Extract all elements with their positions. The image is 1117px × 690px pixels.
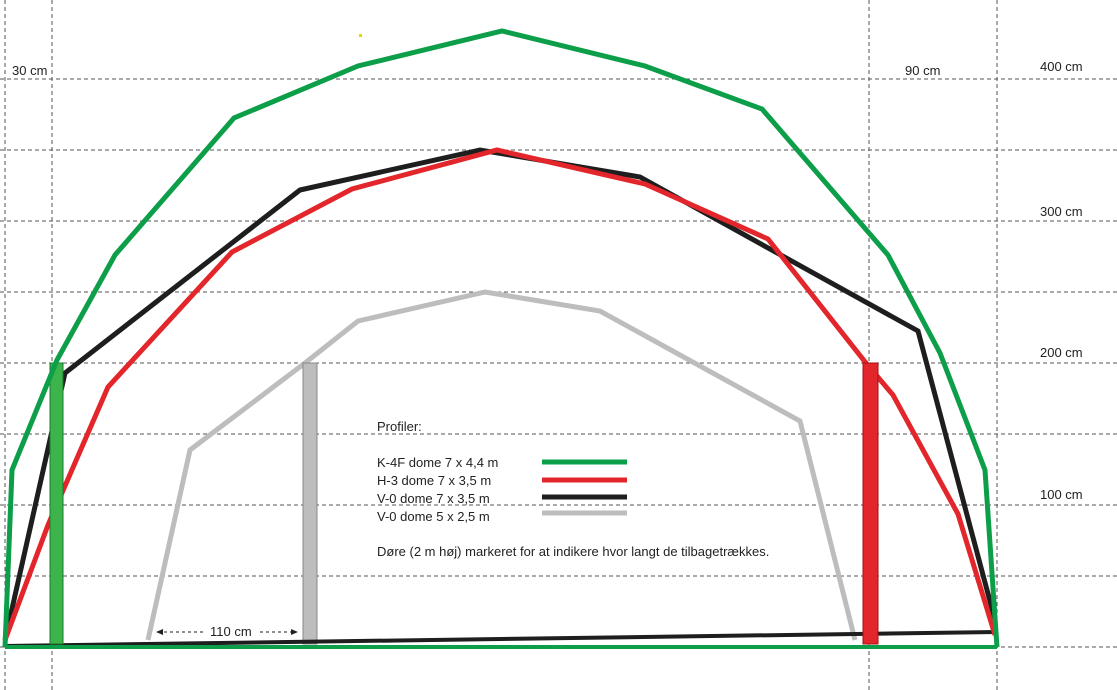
door xyxy=(302,362,318,645)
note: Døre (2 m høj) markeret for at indikere … xyxy=(377,544,769,559)
gap-label: 110 cm xyxy=(210,624,252,639)
legend-item: H-3 dome 7 x 3,5 m xyxy=(377,473,491,488)
margin-label: 30 cm xyxy=(12,63,47,78)
margin-label: 90 cm xyxy=(905,63,940,78)
profile-v0-7 xyxy=(2,147,998,641)
height-label: 400 cm xyxy=(1040,59,1083,74)
legend-title: Profiler: xyxy=(377,419,422,434)
legend-item: V-0 dome 7 x 3,5 m xyxy=(377,491,490,506)
dimension-arrow xyxy=(156,624,298,638)
door xyxy=(49,362,64,645)
height-label: 200 cm xyxy=(1040,345,1083,360)
dot xyxy=(359,34,362,37)
profile-h3 xyxy=(2,147,998,641)
legend: Profiler: K-4F dome 7 x 4,4 m H-3 dome 7… xyxy=(377,419,769,559)
door xyxy=(862,362,879,645)
label-bg xyxy=(205,624,260,638)
height-label: 100 cm xyxy=(1040,487,1083,502)
profile-v0-5 xyxy=(145,289,858,641)
profile-k4f xyxy=(2,28,1000,648)
height-label: 300 cm xyxy=(1040,204,1083,219)
base-line xyxy=(4,630,998,648)
legend-item: V-0 dome 5 x 2,5 m xyxy=(377,509,490,524)
legend-item: K-4F dome 7 x 4,4 m xyxy=(377,455,498,470)
